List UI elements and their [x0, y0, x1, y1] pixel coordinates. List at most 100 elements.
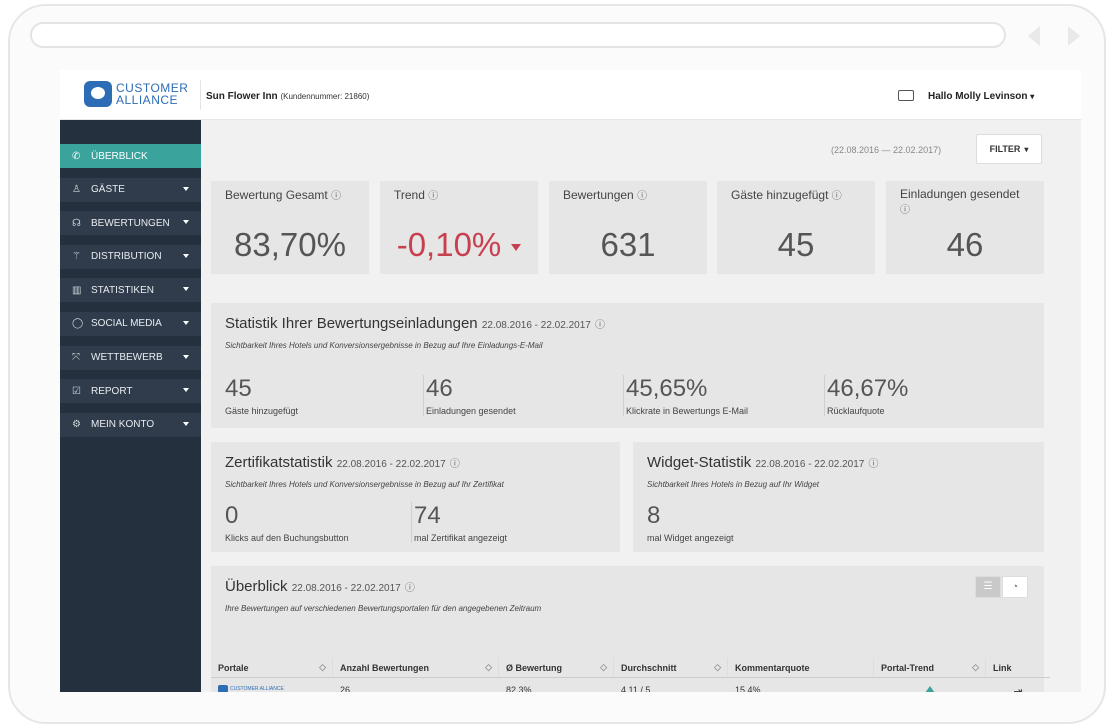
sidebar-item-label: DISTRIBUTION	[91, 251, 162, 263]
kpi-value: -0,10%	[396, 226, 502, 263]
kpi-card-trend: Trend ⓘ -0,10%	[380, 181, 538, 274]
stat-einladungen: 46 Einladungen gesendet	[423, 375, 516, 416]
logo-line-2: ALLIANCE	[116, 93, 179, 107]
overview-card: Überblick 22.08.2016 - 22.02.2017 ⓘ Ihre…	[211, 566, 1050, 692]
user-icon: ♙	[72, 184, 81, 196]
stat-klicks: 0 Klicks auf den Buchungsbutton	[225, 502, 349, 543]
column-header-bewertung[interactable]: Ø Bewertung ◇	[499, 658, 614, 677]
customer-alliance-logo[interactable]: CUSTOMER ALLIANCE	[84, 81, 188, 107]
caret-down-icon	[183, 220, 189, 225]
info-icon[interactable]: ⓘ	[404, 583, 415, 594]
forward-arrow-icon[interactable]	[1068, 26, 1080, 46]
stat-value: 46	[426, 375, 453, 402]
stat-value: 0	[225, 502, 239, 529]
customer-number: (Kundennummer: 21860)	[280, 92, 370, 101]
user-greeting: Hallo Molly Levinson	[928, 91, 1028, 102]
sidebar-item-distribution[interactable]: ⚚ DISTRIBUTION	[60, 244, 201, 269]
info-icon[interactable]: ⓘ	[868, 459, 879, 470]
kpi-card-bewertung-gesamt: Bewertung Gesamt ⓘ 83,70%	[211, 181, 369, 274]
column-header-link: Link	[993, 663, 1012, 673]
filter-button[interactable]: FILTER ▾	[976, 134, 1042, 164]
chevron-down-icon: ▾	[1024, 144, 1029, 154]
kpi-card-bewertungen: Bewertungen ⓘ 631	[549, 181, 707, 274]
distribution-icon: ⚚	[72, 251, 81, 263]
info-icon[interactable]: ⓘ	[449, 459, 460, 470]
stat-value: 46,67%	[827, 375, 909, 402]
cell-average: 4,11 / 5	[621, 685, 651, 692]
info-icon[interactable]: ⓘ	[331, 191, 342, 202]
kpi-label: Trend	[394, 188, 425, 202]
kpi-label: Gäste hinzugefügt	[731, 188, 829, 202]
compass-icon: ✆	[72, 150, 81, 162]
sort-icon: ◇	[972, 662, 979, 672]
info-icon[interactable]: ⓘ	[831, 191, 842, 202]
info-icon[interactable]: ⓘ	[637, 191, 648, 202]
date-range-label: (22.08.2016 — 22.02.2017)	[831, 145, 942, 155]
logo-mark-icon	[84, 81, 112, 107]
sort-icon: ◇	[714, 662, 721, 672]
cell-avg: 82,3%	[506, 685, 532, 692]
sidebar-item-social-media[interactable]: ◯ SOCIAL MEDIA	[60, 311, 201, 336]
sidebar-item-bewertungen[interactable]: ☊ BEWERTUNGEN	[60, 211, 201, 236]
gear-icon: ⚙	[72, 419, 81, 431]
info-icon[interactable]: ⓘ	[900, 205, 910, 216]
section-title: Überblick	[225, 578, 288, 595]
info-icon[interactable]: ⓘ	[594, 320, 605, 331]
stat-gaeste: 45 Gäste hinzugefügt	[225, 375, 298, 416]
kpi-value: 83,70%	[234, 226, 346, 263]
column-header-portal-trend[interactable]: Portal-Trend ◇	[874, 658, 986, 677]
sidebar-item-label: MEIN KONTO	[91, 419, 155, 431]
sidebar-item-label: REPORT	[91, 385, 133, 397]
sidebar-item-report[interactable]: ☑ REPORT	[60, 379, 201, 404]
column-header-anzahl[interactable]: Anzahl Bewertungen ◇	[333, 658, 499, 677]
sidebar-item-gaeste[interactable]: ♙ GÄSTE	[60, 177, 201, 202]
caret-down-icon	[183, 320, 189, 325]
hotel-name: Sun Flower Inn (Kundennummer: 21860)	[206, 91, 369, 102]
column-header-durchschnitt[interactable]: Durchschnitt ◇	[614, 658, 728, 677]
customer-alliance-mini-logo: CUSTOMER ALLIANCE	[218, 685, 284, 692]
address-bar[interactable]	[30, 22, 1006, 48]
caret-down-icon	[183, 287, 189, 292]
kpi-value: 631	[600, 226, 656, 263]
stat-value: 74	[414, 502, 441, 529]
cell-count: 26	[340, 685, 351, 692]
top-bar: CUSTOMER ALLIANCE Sun Flower Inn (Kunden…	[60, 70, 1081, 120]
sidebar-item-label: SOCIAL MEDIA	[91, 318, 162, 330]
caret-down-icon	[183, 253, 189, 258]
sidebar-item-wettbewerb[interactable]: ⤧ WETTBEWERB	[60, 345, 201, 370]
info-icon[interactable]: ⓘ	[428, 191, 439, 202]
sidebar-item-statistiken[interactable]: ▥ STATISTIKEN	[60, 278, 201, 303]
column-header-kommentarquote[interactable]: Kommentarquote	[728, 658, 874, 677]
caret-down-icon	[183, 388, 189, 393]
bar-chart-icon: ▥	[72, 284, 82, 296]
compete-icon: ⤧	[72, 352, 80, 364]
caret-down-icon	[183, 354, 189, 359]
stat-label: Einladungen gesendet	[426, 406, 516, 416]
sidebar-item-mein-konto[interactable]: ⚙ MEIN KONTO	[60, 412, 201, 437]
trend-down-icon	[511, 243, 522, 251]
cell-portal: CUSTOMER ALLIANCE	[211, 680, 333, 692]
pie-view-icon[interactable]: ◔	[1002, 576, 1028, 598]
chevron-down-icon: ▾	[1030, 92, 1035, 101]
section-subtitle: Sichtbarkeit Ihres Hotels und Konversion…	[225, 480, 504, 489]
sidebar-item-ueberblick[interactable]: ✆ ÜBERBLICK	[60, 144, 201, 168]
external-link-icon[interactable]: ⇥	[1013, 686, 1023, 692]
user-menu[interactable]: Hallo Molly Levinson ▾	[928, 91, 1034, 102]
chat-bubble-icon: ◯	[72, 318, 84, 330]
back-arrow-icon[interactable]	[1028, 26, 1040, 46]
sidebar-item-label: WETTBEWERB	[91, 352, 163, 364]
list-view-icon[interactable]: ☰	[975, 576, 1001, 598]
stat-widget: 8 mal Widget angezeigt	[647, 502, 734, 543]
table-row[interactable]: CUSTOMER ALLIANCE 26 82,3% 4,11 / 5 15,4…	[211, 680, 1050, 692]
kpi-label: Einladungen gesendet	[900, 187, 1020, 201]
stat-value: 45,65%	[626, 375, 708, 402]
sort-icon: ◇	[600, 662, 607, 672]
filter-label: FILTER	[989, 144, 1021, 154]
column-header-portale[interactable]: Portale ◇	[211, 658, 333, 677]
inbox-icon[interactable]	[898, 90, 914, 101]
trend-up-icon	[925, 686, 935, 692]
stat-value: 45	[225, 375, 252, 402]
stat-value: 8	[647, 502, 661, 529]
table-header: Portale ◇ Anzahl Bewertungen ◇ Ø Bewertung…	[211, 658, 1050, 678]
stat-zertifikat: 74 mal Zertifikat angezeigt	[411, 502, 507, 543]
